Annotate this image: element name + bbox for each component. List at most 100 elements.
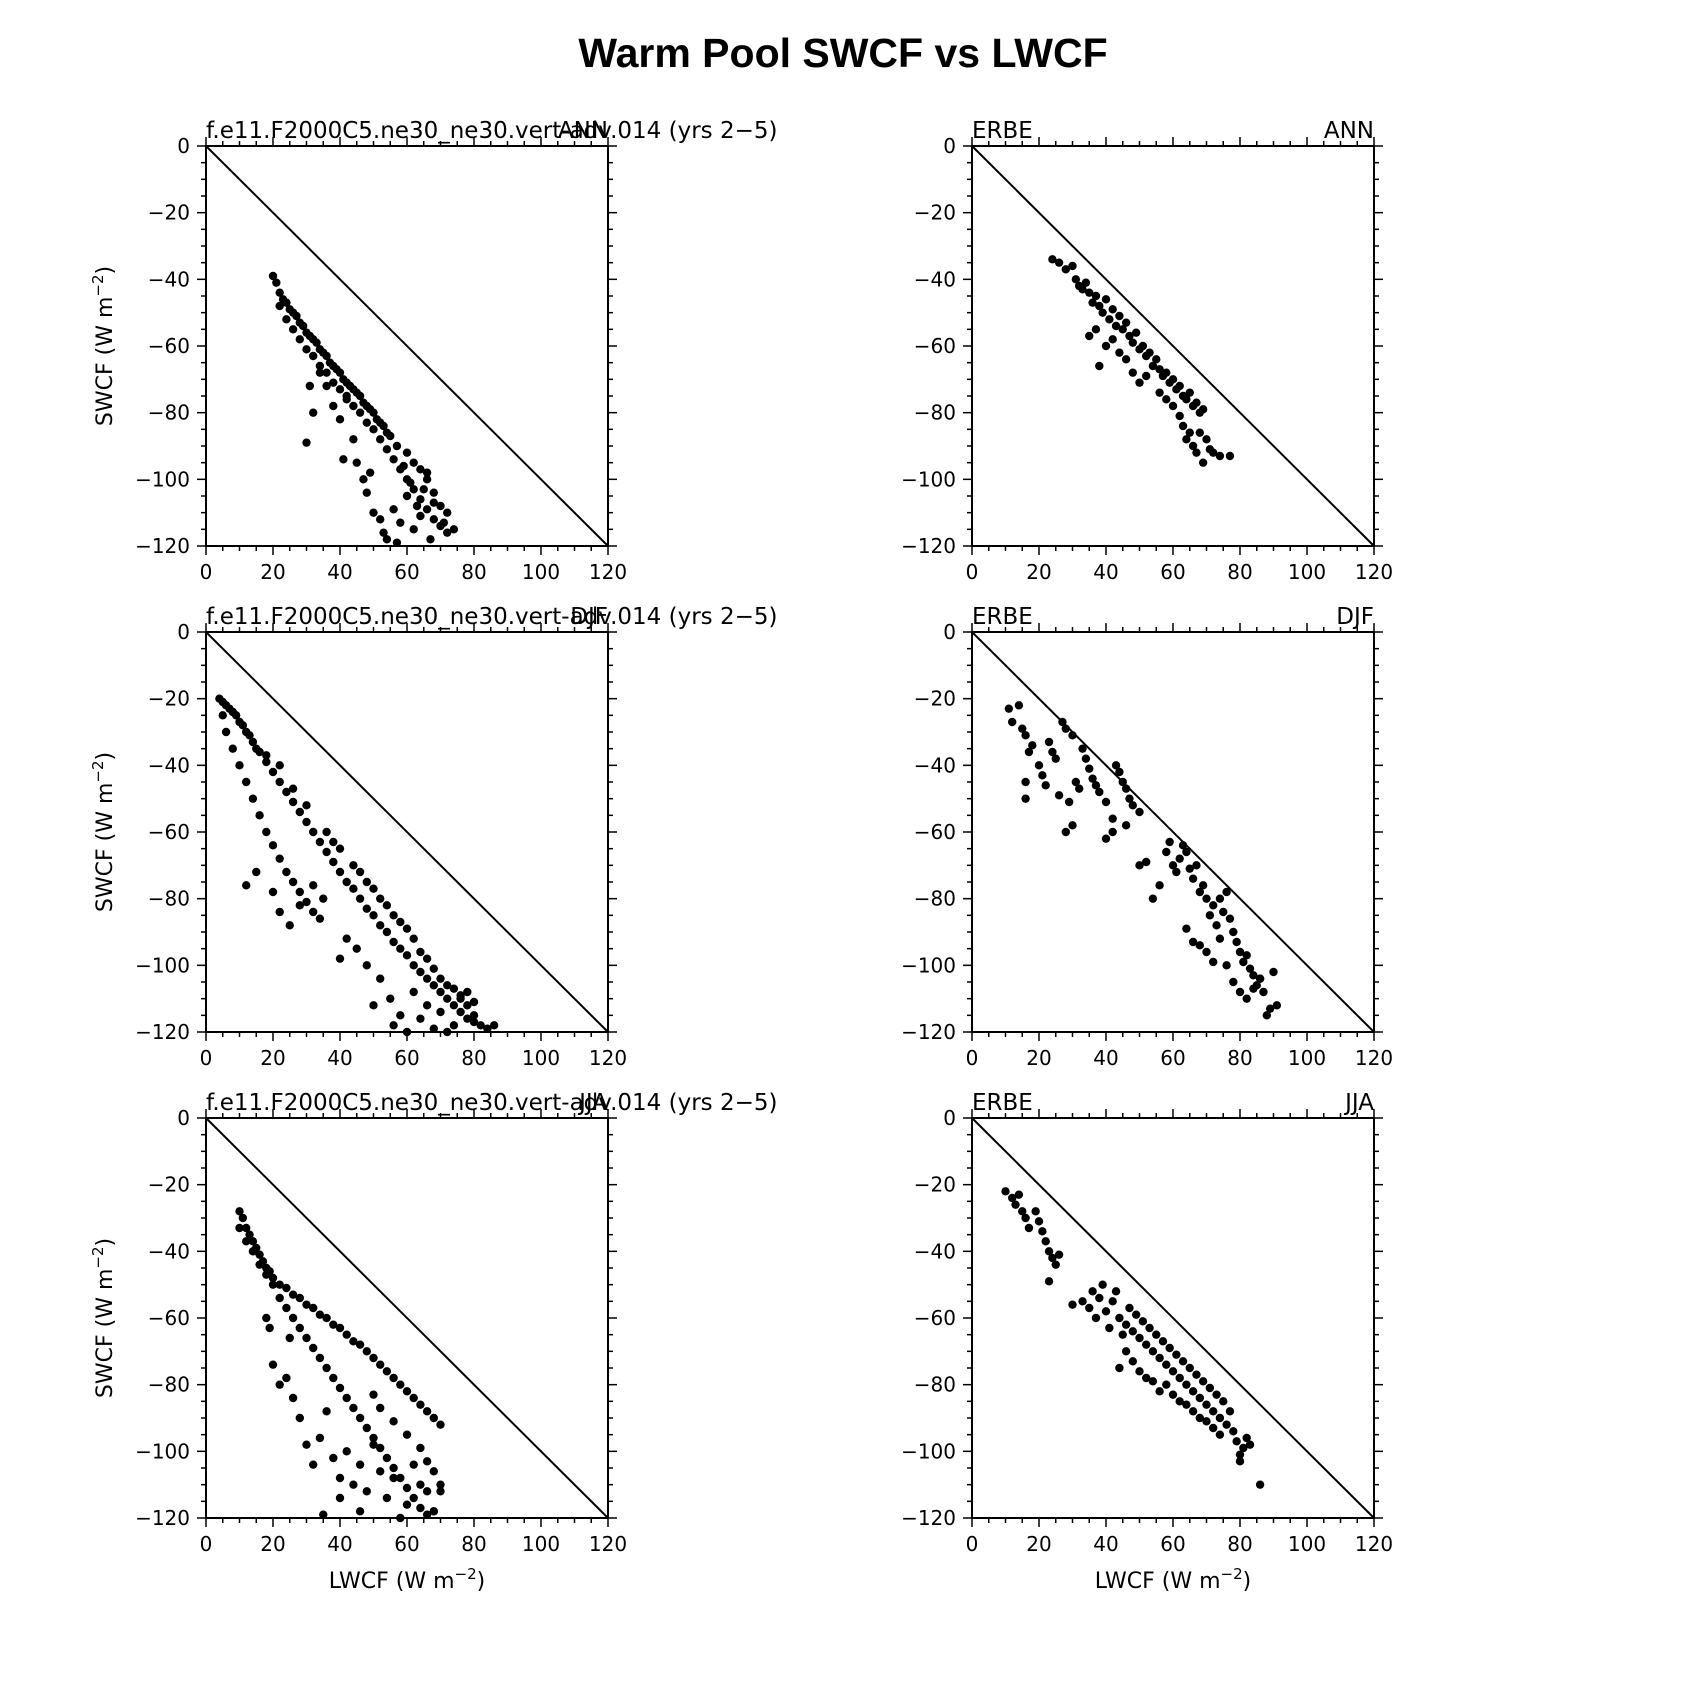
data-point [329,857,338,867]
data-point [1235,1450,1245,1459]
data-point [298,321,308,331]
data-point [416,1443,425,1453]
data-point [1182,1400,1191,1409]
data-point [1215,1413,1225,1423]
data-point [369,1440,378,1449]
reference-line [205,1117,609,1519]
data-point [1101,295,1111,304]
data-point [406,478,415,487]
scatter-points [235,1207,445,1523]
data-point [288,784,298,793]
data-point [309,881,318,890]
data-point [382,1493,392,1503]
data-point [1044,1277,1054,1286]
data-point [1135,807,1144,817]
data-point [1262,1011,1272,1020]
data-point [1125,794,1134,803]
scatter-panel: f.e11.F2000C5.ne30_ne30.vert-adv.014 (yr… [89,118,777,584]
data-point [1001,1187,1010,1196]
x-tick-label: 60 [1160,560,1185,584]
data-point [352,458,361,467]
data-point [1021,794,1030,803]
data-point [362,877,371,887]
data-point [489,1021,499,1030]
data-point [1014,1190,1024,1199]
y-tick-label: 0 [177,620,190,644]
data-point [1162,368,1171,377]
data-point [1091,325,1101,334]
data-point [335,954,345,963]
x-tick-label: 120 [1355,1046,1393,1070]
data-point [402,1500,412,1509]
data-point [376,1467,385,1476]
y-tick-label: −80 [148,887,190,911]
data-point [369,1001,378,1010]
data-point [1152,1330,1161,1339]
data-point [386,431,395,441]
x-tick-label: 0 [966,1046,979,1070]
panel-right-title: JJA [1343,1090,1374,1116]
data-point [416,1503,425,1513]
x-tick-label: 100 [522,1046,560,1070]
data-point [443,981,452,990]
data-point [272,278,281,287]
data-point [1239,957,1248,967]
data-point [329,378,338,387]
data-point [349,1337,358,1346]
data-point [349,884,358,893]
data-point [312,338,321,347]
x-tick-label: 0 [200,560,213,584]
data-point [329,837,338,847]
data-point [1075,784,1084,793]
data-point [1101,341,1111,351]
scatter-points [1004,701,1282,1020]
data-point [275,1280,284,1289]
x-tick-label: 100 [1288,1532,1326,1556]
data-point [1034,1217,1044,1226]
data-point [419,485,428,494]
data-point [409,987,418,997]
data-point [409,458,418,467]
data-point [1175,1373,1184,1383]
data-point [292,311,301,321]
data-point [302,817,311,827]
data-point [255,1250,264,1259]
y-tick-label: −60 [148,820,190,844]
data-point [416,1400,425,1409]
data-point [1162,395,1171,404]
data-point [422,954,432,963]
data-point [1098,308,1107,317]
data-point [1168,1367,1178,1376]
data-point [1229,927,1238,937]
data-point [1225,914,1235,923]
data-point [275,907,284,917]
data-point [436,1420,445,1429]
data-point [335,415,345,424]
y-tick-label: −60 [914,820,956,844]
data-point [1155,881,1164,890]
data-point [396,1380,405,1389]
data-point [335,368,345,377]
data-point [1088,298,1097,307]
data-point [386,994,395,1003]
data-point [1178,841,1188,850]
data-point [1188,1387,1198,1396]
data-point [382,535,392,544]
data-point [1108,814,1117,823]
y-tick-label: −120 [901,534,956,558]
data-point [1235,987,1245,997]
data-point [456,991,465,1000]
data-point [1249,971,1258,980]
data-point [288,1313,298,1323]
y-tick-label: −20 [914,1173,956,1197]
data-point [469,1017,479,1027]
data-point [1229,1427,1238,1436]
data-point [463,1014,472,1023]
data-point [1111,1287,1121,1296]
data-point [1091,291,1101,301]
data-point [1115,1363,1124,1373]
data-point [1195,1413,1205,1423]
data-point [429,488,438,497]
y-tick-label: −120 [135,534,190,558]
